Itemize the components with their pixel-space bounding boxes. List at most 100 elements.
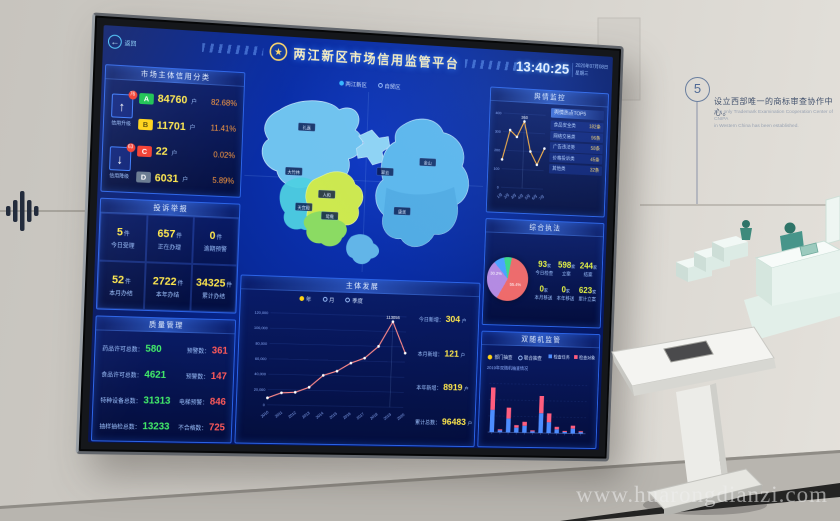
random-mode-radio[interactable]: 部门抽查 <box>488 354 512 361</box>
credit-grade-chip: D <box>136 172 151 184</box>
quality-row: 食品许可总数： 4621 预警数： 147 <box>101 364 227 385</box>
map-scope-radio[interactable]: 两江新区 <box>339 79 367 89</box>
svg-text:200: 200 <box>495 147 502 152</box>
wall-step-subtitle: The only Trademark Examination Cooperati… <box>714 109 840 131</box>
radio-label: 联合抽查 <box>524 355 542 362</box>
stat-unit: 户 <box>460 352 465 359</box>
complaint-stat: 34325件 累计办结 <box>190 264 238 313</box>
credit-percent: 5.89% <box>212 176 237 186</box>
enforcement-stat: 623家 累计立案 <box>576 285 598 303</box>
showroom-scene: 5 设立西部唯一的商标审查协作中心。 The only Trademark Ex… <box>0 0 840 521</box>
sentiment-item-count: 45条 <box>590 156 599 163</box>
stat-label: 今日受理 <box>111 240 135 250</box>
stat-label: 累计总数： <box>415 418 440 426</box>
radio-dot-icon <box>488 355 493 360</box>
stat-label: 本年办结 <box>156 289 180 299</box>
clock-weekday: 星期三 <box>575 70 608 79</box>
sentiment-item-text: 其他类 <box>552 165 566 172</box>
panel-credit-classification: 市场主体信用分类 ↑ 76 信用升级 ↓ 63 <box>100 64 245 198</box>
stat-unit: 户 <box>464 386 469 393</box>
random-chart-legend: 检查任务 检查对象 <box>549 354 596 361</box>
map-region-south[interactable] <box>346 234 380 265</box>
svg-text:300: 300 <box>495 129 502 134</box>
stat-value: 93家 <box>533 259 555 269</box>
credit-upgrade-indicator: ↑ 76 信用升级 <box>108 93 135 127</box>
quality-label: 不合格数： <box>178 426 207 432</box>
platform-emblem-icon: ★ <box>269 41 289 62</box>
radio-label: 自贸区 <box>384 81 400 91</box>
sentiment-list-item[interactable]: 网络交易类 96条 <box>550 131 603 143</box>
map-scope-radio[interactable]: 自贸区 <box>378 81 401 91</box>
stat-label: 本年移送 <box>554 295 576 302</box>
wall-step-subtitle-line1: The only Trademark Examination Cooperati… <box>714 109 840 123</box>
development-period-radio[interactable]: 月 <box>322 294 334 303</box>
enforcement-stat: 244家 结案 <box>577 261 599 279</box>
kiosk-column-side <box>710 383 728 478</box>
quality-right-pair: 不合格数： 725 <box>178 417 225 436</box>
svg-text:100,000: 100,000 <box>254 325 269 330</box>
credit-row: A 84760 户 82.68% <box>139 92 240 109</box>
enforcement-stat: 598家 立案 <box>555 260 578 278</box>
stat-label: 本月移送 <box>532 294 554 301</box>
sentiment-list-item[interactable]: 价格投诉类 45条 <box>550 153 603 165</box>
panel-random-inspection: 双随机监管 部门抽查 联合抽查 检查任务 检查对象 2019年双随机抽查情况 <box>478 331 601 449</box>
credit-grade-chip: C <box>137 145 152 157</box>
quality-alert-value: 846 <box>210 397 226 408</box>
svg-text:2020: 2020 <box>396 412 406 421</box>
development-line-chart: 020,00040,00060,00080,000100,000120,0002… <box>238 302 413 431</box>
random-mode-radio[interactable]: 联合抽查 <box>518 355 542 362</box>
credit-grade-chip: A <box>139 93 154 105</box>
stat-label: 累计办结 <box>202 290 225 300</box>
stat-value: 0件 <box>209 230 222 242</box>
quality-row: 药品许可总数： 580 预警数： 361 <box>102 338 228 359</box>
soundbar-logo-icon <box>6 191 39 231</box>
sentiment-list-item[interactable]: 其他类 32条 <box>549 163 602 175</box>
credit-row: B 11701 户 11.41% <box>138 119 239 136</box>
svg-text:2014: 2014 <box>315 410 325 420</box>
credit-percent: 11.41% <box>210 124 239 134</box>
radio-dot-icon <box>322 296 327 301</box>
svg-text:2018: 2018 <box>369 411 379 421</box>
sentiment-line-chart: 01002003004001月 2月 3月 4月 5月 6月 7月360 <box>489 103 550 210</box>
complaint-stat: 5件 今日受理 <box>99 213 148 263</box>
kiosk-screen-cutout[interactable] <box>664 341 713 362</box>
quality-left-pair: 食品许可总数： 4621 <box>101 364 166 383</box>
kiosk-top-front <box>632 358 776 396</box>
random-mode-radios: 部门抽查 联合抽查 <box>485 347 545 366</box>
sentiment-item-text: 价格投诉类 <box>552 154 574 162</box>
development-period-radio[interactable]: 年 <box>299 294 311 303</box>
development-stat: 累计总数： 96483 户 <box>415 416 472 428</box>
development-stat: 本年新增： 8919 户 <box>416 382 473 394</box>
stat-value: 304 <box>445 314 460 325</box>
svg-text:20,000: 20,000 <box>254 387 267 392</box>
enforcement-stat: 0家 本月移送 <box>532 284 555 302</box>
stat-value: 244家 <box>577 261 599 271</box>
svg-text:360: 360 <box>522 115 529 120</box>
credit-percent: 82.68% <box>211 98 240 108</box>
svg-text:2019: 2019 <box>383 411 393 421</box>
radio-dot-icon <box>339 81 344 86</box>
panel-entity-development: 主体发展 年月季度 0 20,000 40,000 60,000 80,000 100,0… <box>235 274 481 447</box>
stat-value: 0家 <box>555 284 577 294</box>
development-stat: 本月新增： 121 户 <box>417 348 474 360</box>
svg-text:2013: 2013 <box>301 410 311 420</box>
kiosk-top-side <box>612 352 634 396</box>
stat-unit: 家 <box>566 289 570 294</box>
quality-left-pair: 特种设备总数： 31313 <box>100 389 171 408</box>
legend-item: 检查对象 <box>574 355 595 361</box>
sentiment-item-text: 广告违法类 <box>553 143 575 151</box>
stat-value: 0家 <box>533 284 555 294</box>
district-map[interactable]: 礼嘉翠云 大竹林人和天宫殿鸳鸯 金山康美 <box>241 85 486 276</box>
quality-label: 抽样抽检总数： <box>99 424 140 431</box>
stat-label: 本月办结 <box>109 287 133 297</box>
stat-unit: 家 <box>571 264 575 269</box>
sentiment-item-count: 32条 <box>590 167 599 174</box>
stat-label: 结案 <box>577 271 599 278</box>
svg-text:★: ★ <box>274 47 283 58</box>
quality-total-value: 31313 <box>143 395 170 406</box>
complaint-stat: 52件 本月办结 <box>97 261 146 310</box>
credit-value: 84760 <box>157 93 187 106</box>
header-ornament-left <box>202 43 263 56</box>
enforcement-stat: 0家 本年移送 <box>554 284 577 302</box>
development-period-radio[interactable]: 季度 <box>346 295 364 304</box>
